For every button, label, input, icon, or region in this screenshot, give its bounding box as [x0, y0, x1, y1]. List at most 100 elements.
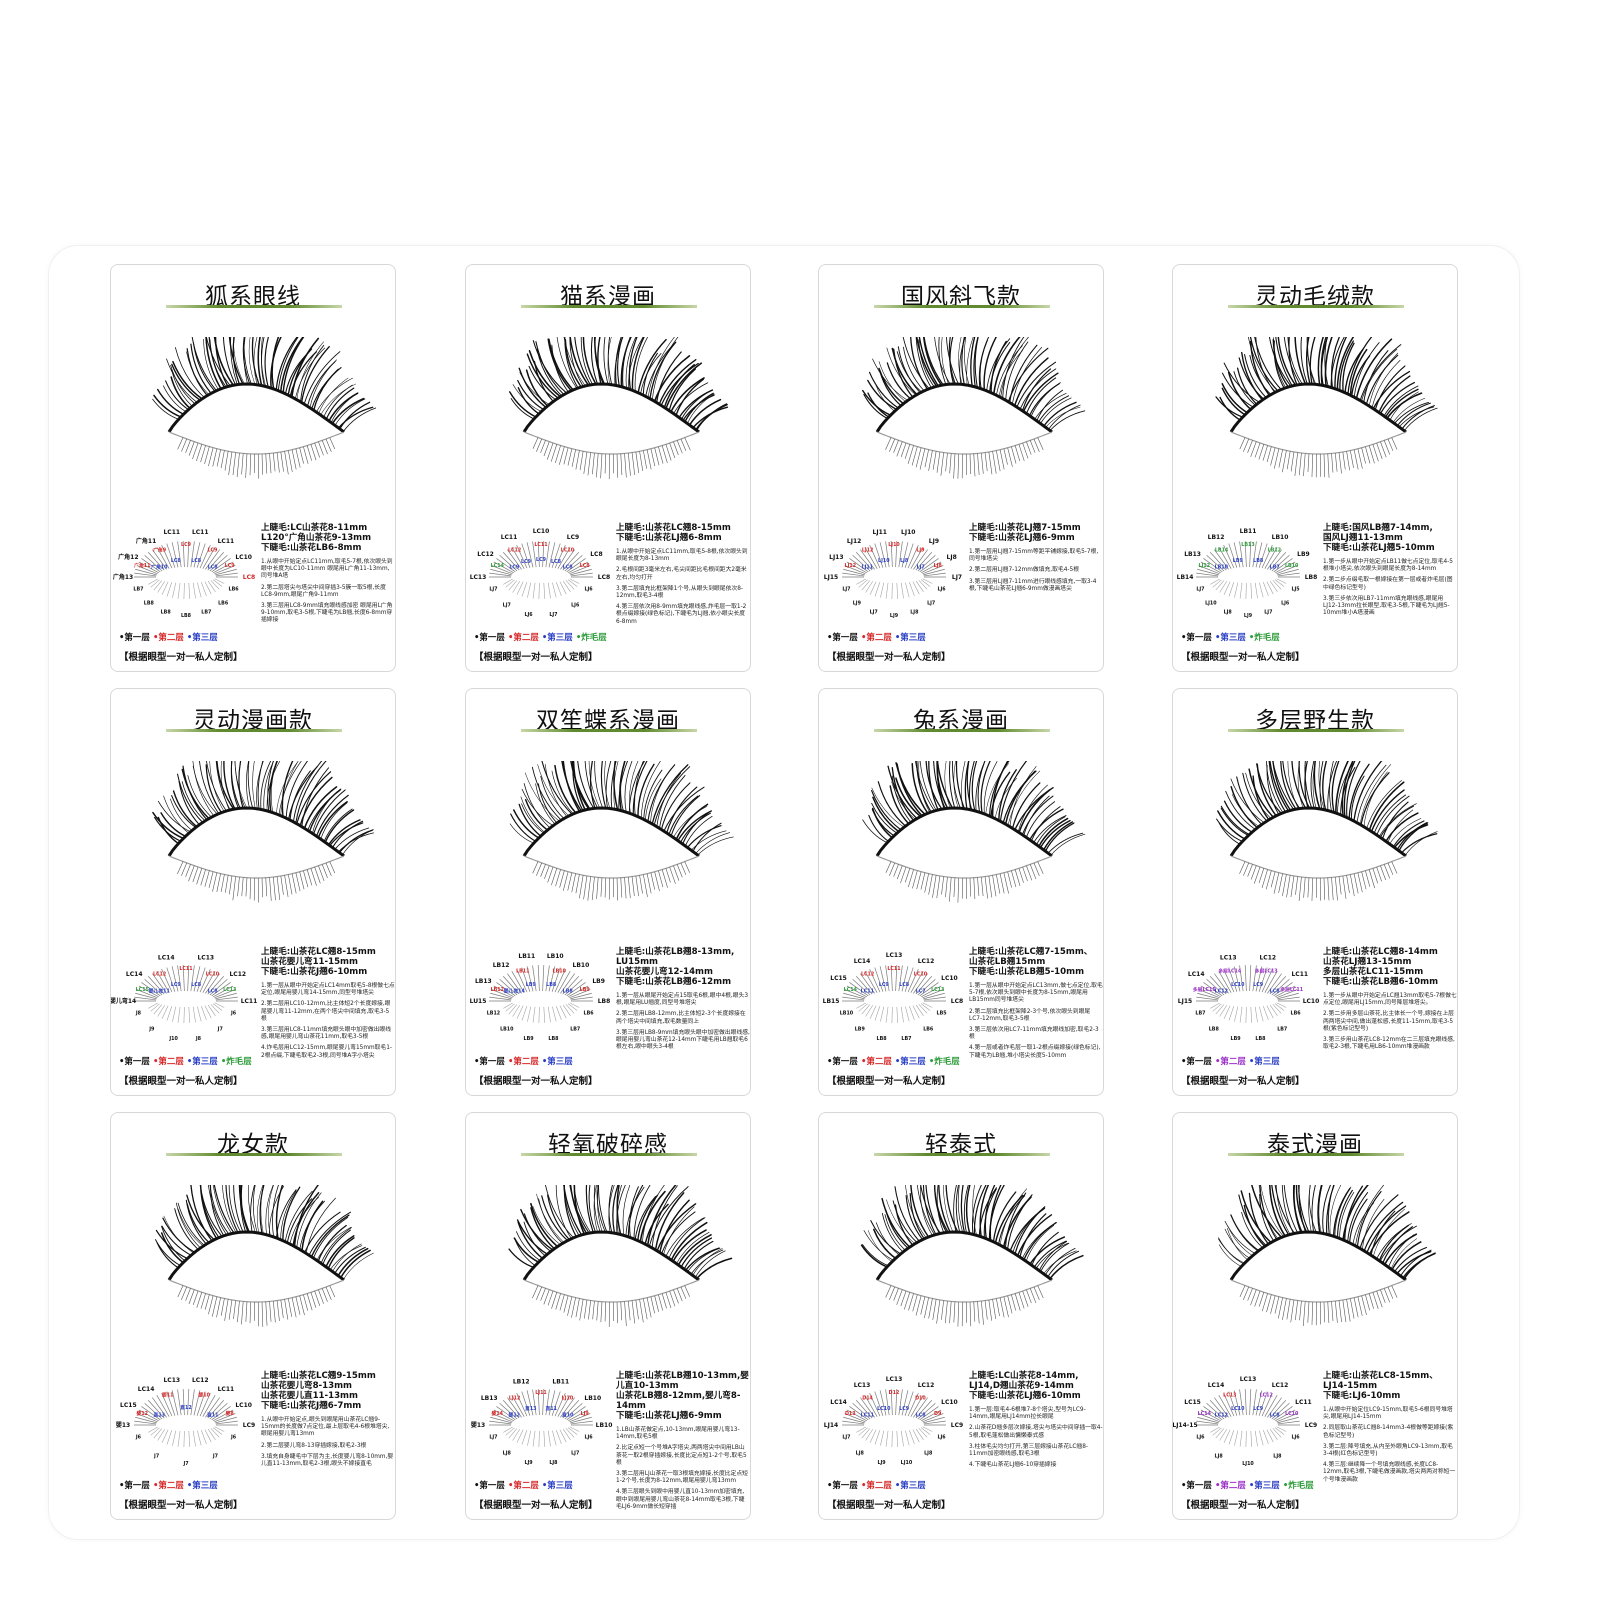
lower-lash — [1261, 869, 1268, 889]
upper-lash — [938, 1185, 951, 1233]
diagram-lower-lash — [922, 578, 933, 584]
upper-lash — [1396, 822, 1428, 851]
lower-lash — [299, 1295, 305, 1316]
diagram-lash — [843, 992, 865, 1000]
upper-lash — [634, 761, 644, 816]
lower-lash — [643, 450, 647, 469]
lower-lash — [204, 870, 210, 887]
diagram-lash — [855, 552, 873, 571]
diagram-lash — [898, 965, 903, 992]
diagram-lower-lash — [912, 581, 920, 595]
upper-lash — [1349, 348, 1368, 397]
step-text: 1.从眼中开始定点,眼头到眼尾用山茶花LC翘9-15mm的长度做7点定位,最上层… — [261, 1417, 390, 1438]
layer-legend-item: •第三层 — [894, 1057, 926, 1067]
upper-lash — [509, 823, 535, 844]
layer-legend-item: •炸毛层 — [220, 1057, 252, 1067]
diagram-lash — [499, 978, 518, 996]
upper-lash — [868, 814, 890, 842]
lash-spec: 上睫毛:山茶花LC翘8-15mm 下睫毛:山茶花LJ翘6-8mm — [616, 523, 731, 543]
upper-lash — [1370, 1210, 1396, 1256]
upper-lash — [1268, 1185, 1286, 1237]
upper-lash — [191, 337, 218, 392]
diagram-lash — [507, 549, 522, 570]
upper-lash — [696, 1257, 733, 1280]
diagram-lash — [564, 1402, 583, 1420]
upper-lash — [1389, 391, 1419, 421]
upper-lash — [186, 1194, 215, 1241]
step-text: 4.第三层:继续降一个号填充眼线感,长度LC8-12mm,取毛3根,下睫毛做漫画… — [1323, 1462, 1456, 1483]
lower-lash — [1342, 451, 1346, 470]
lower-lash — [1258, 1292, 1265, 1307]
style-card[interactable]: 灵动毛绒款 LB14 LB13 LB12 LB11 LB10 LB9 LB8 LJ12 LB14… — [1172, 264, 1458, 672]
lower-lash — [1014, 869, 1021, 886]
upper-lash — [294, 347, 326, 400]
upper-lash — [1000, 337, 1030, 398]
lower-lash — [600, 453, 603, 479]
style-card[interactable]: 灵动漫画款 婴儿弯14 LC14 LC14 LC13 LC12 LC11 LC15 LC12 L… — [110, 688, 396, 1096]
upper-lash — [525, 369, 549, 407]
diagram-lower-lash — [885, 582, 889, 599]
upper-lash — [170, 376, 191, 410]
diagram-lower-lash — [1269, 1004, 1278, 1017]
upper-lash — [871, 790, 902, 831]
lower-lash — [635, 1299, 639, 1320]
style-card[interactable]: 轻泰式 LJ14 LC14 LC13 LC13 LC12 LC10 LC9 D13 D14 D12… — [818, 1112, 1104, 1520]
diagram-lower-lash — [212, 1003, 223, 1011]
diagram-lower-lash — [880, 582, 885, 598]
style-card[interactable]: 多层野生款 LJ15 LC14 LC13 LC12 LC11 LC10 多层LC15 多层LC… — [1172, 688, 1458, 1096]
diagram-lash — [213, 561, 234, 574]
diagram-lash — [921, 561, 942, 574]
lash-size-label: LC9 — [509, 564, 520, 570]
upper-lash — [918, 337, 940, 387]
lower-lash — [325, 438, 332, 452]
upper-lash — [1334, 1186, 1352, 1238]
lower-lash — [616, 877, 619, 901]
upper-lash — [569, 1185, 590, 1234]
upper-lash — [884, 1214, 906, 1251]
lower-lash — [924, 873, 929, 893]
upper-lash — [949, 761, 956, 809]
upper-lash — [1318, 1185, 1323, 1234]
upper-lash — [309, 359, 337, 409]
lower-lash — [1376, 442, 1383, 459]
style-card[interactable]: 猫系漫画 LC13 LC12 LC11 LC10 LC9 LC8 LC8 LC14 LC12 LC… — [465, 264, 751, 672]
upper-lash — [215, 761, 231, 811]
lash-size-label: LB12 — [493, 962, 510, 969]
upper-lash — [512, 384, 542, 412]
upper-lash — [645, 778, 662, 821]
layer-legend: •第一层 •第三层 •炸毛层 — [1181, 633, 1321, 643]
upper-lash — [332, 1243, 362, 1272]
style-card[interactable]: 国风斜飞款 LJ15 LJ13 LJ12 LJ11 LJ10 LJ9 LJ8 LJ7 LJ12 L… — [818, 264, 1104, 672]
style-card[interactable]: 兔系漫画 LB15 LC15 LC14 LC13 LC12 LC10 LC8 LC14 LC12… — [818, 688, 1104, 1096]
lower-lash — [999, 449, 1005, 470]
diagram-lash — [196, 543, 206, 568]
diagram-lower-lash — [201, 1430, 207, 1445]
upper-lash — [152, 398, 179, 420]
upper-lash — [938, 337, 947, 385]
style-card[interactable]: 龙女款 婴13 LC15 LC14 LC13 LC12 LC11 LC10 LC9 婴12 婴11… — [110, 1112, 396, 1520]
diagram-lower-lash — [858, 1427, 868, 1436]
style-card[interactable]: 狐系眼线 广角13 广角12 广角11 LC11 LC11 LC11 LC10 LC8 广角11… — [110, 264, 396, 672]
diagram-lower-lash — [192, 1006, 196, 1023]
style-card[interactable]: 双笙蝶系漫画 LU15 LB13 LB12 LB11 LB10 LB10 LB9 LB8 LB1… — [465, 688, 751, 1096]
style-card[interactable]: 轻氧破碎感 婴13 LB13 LB12 LB11 LB10 LB10 婴14 LJ12 LJ11… — [465, 1112, 751, 1520]
lash-size-label: LC10 — [1285, 1411, 1299, 1417]
upper-lash — [873, 1228, 897, 1260]
upper-lash — [617, 337, 624, 387]
lower-lash — [583, 1299, 588, 1319]
diagram-lash — [566, 1406, 586, 1421]
style-card[interactable]: 泰式漫画 LJ14-15 LC15 LC14 LC13 LC12 LC11 LC9 LC14 L… — [1172, 1112, 1458, 1520]
diagram-lash — [1218, 1395, 1232, 1417]
diagram-lower-lash — [565, 580, 575, 590]
lower-lash — [288, 1298, 293, 1317]
diagram-lash — [910, 1395, 924, 1417]
title-underline — [521, 305, 697, 308]
lower-lash — [261, 877, 263, 898]
upper-lash — [978, 1187, 997, 1237]
lash-size-label: LC10 — [235, 554, 252, 561]
upper-lash — [177, 1202, 205, 1246]
lower-lash — [936, 451, 941, 473]
layer-legend-item: •第一层 — [119, 1481, 150, 1491]
upper-lash — [988, 1185, 1005, 1241]
